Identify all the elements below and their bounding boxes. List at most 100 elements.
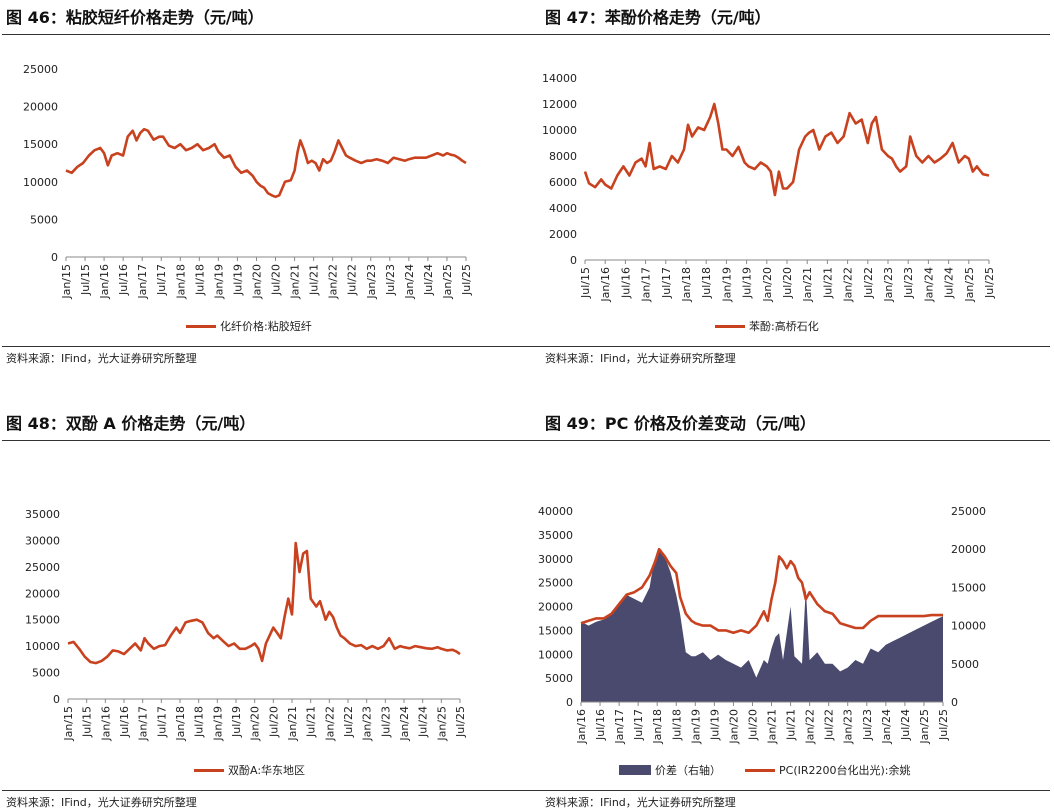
legend-label: 苯酚:高桥石化 bbox=[749, 320, 819, 333]
x-tick-label: Jul/24 bbox=[417, 706, 430, 738]
series-area-spread bbox=[581, 549, 943, 702]
x-tick-label: Jul/24 bbox=[422, 264, 435, 296]
y-tick-label: 25000 bbox=[25, 561, 60, 574]
y-tick-label: 2000 bbox=[549, 228, 577, 241]
x-tick-label: Jan/23 bbox=[882, 267, 895, 303]
x-tick-label: Jan/21 bbox=[289, 264, 302, 300]
x-tick-label: Jul/21 bbox=[785, 709, 798, 741]
x-tick-label: Jul/21 bbox=[821, 267, 834, 299]
y-tick-label: 10000 bbox=[25, 640, 60, 653]
legend-label: 双酚A:华东地区 bbox=[228, 764, 306, 777]
y-tick-label: 35000 bbox=[538, 529, 573, 542]
x-tick-label: Jan/17 bbox=[136, 264, 149, 300]
x-tick-label: Jul/17 bbox=[632, 709, 645, 741]
x-tick-label: Jul/22 bbox=[823, 709, 836, 741]
x-tick-label: Jan/23 bbox=[361, 706, 374, 742]
x-tick-label: Jan/25 bbox=[435, 706, 448, 742]
x-tick-label: Jul/19 bbox=[708, 709, 721, 741]
y-tick-label: 5000 bbox=[32, 667, 60, 680]
y-tick-label: 40000 bbox=[538, 505, 573, 518]
x-tick-label: Jul/18 bbox=[670, 709, 683, 741]
title-divider bbox=[2, 440, 527, 441]
title-divider bbox=[527, 34, 1050, 35]
y-tick-label: 0 bbox=[570, 254, 577, 267]
x-tick-label: Jan/25 bbox=[918, 709, 931, 745]
source-note: 资料来源：IFind，光大证券研究所整理 bbox=[6, 796, 197, 809]
x-tick-label: Jan/17 bbox=[137, 706, 150, 742]
x-tick-label: Jan/21 bbox=[766, 709, 779, 745]
x-tick-label: Jan/23 bbox=[365, 264, 378, 300]
y-right-tick-label: 25000 bbox=[951, 505, 986, 518]
x-tick-label: Jan/22 bbox=[323, 706, 336, 742]
x-tick-label: Jul/22 bbox=[346, 264, 359, 296]
x-tick-label: Jan/24 bbox=[403, 264, 416, 300]
y-tick-label: 25000 bbox=[23, 63, 58, 76]
legend-label: PC(IR2200台化出光):余姚 bbox=[779, 764, 911, 777]
legend-item: 化纤价格:粘胶短纤 bbox=[186, 318, 312, 334]
legend-line-swatch bbox=[715, 324, 745, 328]
y-tick-label: 10000 bbox=[542, 124, 577, 137]
legend-item-spread: 价差（右轴） bbox=[619, 762, 721, 778]
series-line bbox=[67, 541, 461, 665]
y-tick-label: 5000 bbox=[30, 213, 58, 226]
x-tick-label: Jan/22 bbox=[327, 264, 340, 300]
y-tick-label: 30000 bbox=[538, 553, 573, 566]
x-tick-label: Jan/19 bbox=[212, 264, 225, 300]
y-tick-label: 10000 bbox=[23, 176, 58, 189]
x-tick-label: Jan/24 bbox=[398, 706, 411, 742]
source-divider bbox=[2, 790, 527, 791]
source-note: 资料来源：IFind，光大证券研究所整理 bbox=[6, 352, 197, 365]
x-tick-label: Jul/18 bbox=[193, 706, 206, 738]
title-divider bbox=[527, 440, 1050, 441]
legend-label: 价差（右轴） bbox=[655, 764, 721, 777]
x-tick-label: Jul/16 bbox=[118, 706, 131, 738]
y-right-tick-label: 5000 bbox=[951, 658, 979, 671]
y-tick-label: 30000 bbox=[25, 534, 60, 547]
x-tick-label: Jan/17 bbox=[640, 267, 653, 303]
x-tick-label: Jul/17 bbox=[155, 264, 168, 296]
legend-item: 双酚A:华东地区 bbox=[194, 762, 305, 778]
x-tick-label: Jan/15 bbox=[60, 264, 73, 300]
x-tick-label: Jul/20 bbox=[781, 267, 794, 299]
phenol-price-chart: 0 2000 4000 6000 8000 10000 12000 14000 Jul/15 Ja… bbox=[542, 72, 996, 303]
y-tick-label: 14000 bbox=[542, 72, 577, 85]
x-tick-label: Jul/24 bbox=[899, 709, 912, 741]
y-right-tick-label: 0 bbox=[951, 696, 958, 709]
x-tick-label: Jan/20 bbox=[249, 706, 262, 742]
x-tick-label: Jul/15 bbox=[81, 706, 94, 738]
y-right-tick-label: 10000 bbox=[951, 620, 986, 633]
series-line bbox=[65, 127, 467, 199]
x-tick-label: Jan/16 bbox=[99, 706, 112, 742]
legend-line-swatch bbox=[194, 768, 224, 772]
series-line bbox=[580, 547, 943, 635]
x-tick-label: Jan/18 bbox=[174, 706, 187, 742]
x-tick-label: Jul/25 bbox=[460, 264, 473, 296]
x-tick-label: Jan/23 bbox=[842, 709, 855, 745]
y-tick-label: 4000 bbox=[549, 202, 577, 215]
y-tick-label: 0 bbox=[566, 696, 573, 709]
x-tick-label: Jul/19 bbox=[230, 706, 243, 738]
source-note: 资料来源：IFind，光大证券研究所整理 bbox=[545, 796, 736, 809]
x-tick-label: Jan/25 bbox=[963, 267, 976, 303]
y-tick-label: 12000 bbox=[542, 98, 577, 111]
chart-panel-pc: 图 49：PC 价格及价差变动（元/吨） 0 5000 10000 15000 2000… bbox=[527, 406, 1054, 812]
legend-item: 苯酚:高桥石化 bbox=[715, 318, 819, 334]
x-tick-label: Jan/18 bbox=[174, 264, 187, 300]
x-tick-label: Jan/19 bbox=[689, 709, 702, 745]
chart-panel-bpa: 图 48：双酚 A 价格走势（元/吨） 0 5000 10000 15000 20000… bbox=[0, 406, 527, 812]
source-note: 资料来源：IFind，光大证券研究所整理 bbox=[545, 352, 736, 365]
x-tick-label: Jan/16 bbox=[599, 267, 612, 303]
x-tick-label: Jul/25 bbox=[983, 267, 996, 299]
viscose-price-chart: 0 5000 10000 15000 20000 25000 Jan/15 Jul/15 Jan… bbox=[23, 63, 473, 300]
x-tick-label: Jan/20 bbox=[761, 267, 774, 303]
x-tick-label: Jul/18 bbox=[700, 267, 713, 299]
x-tick-label: Jul/15 bbox=[79, 264, 92, 296]
chart-title: 图 48：双酚 A 价格走势（元/吨） bbox=[6, 414, 256, 433]
x-tick-label: Jul/23 bbox=[902, 267, 915, 299]
x-tick-label: Jan/25 bbox=[441, 264, 454, 300]
x-tick-label: Jan/19 bbox=[211, 706, 224, 742]
x-tick-label: Jul/23 bbox=[379, 706, 392, 738]
x-tick-label: Jul/19 bbox=[231, 264, 244, 296]
y-tick-label: 15000 bbox=[23, 138, 58, 151]
legend-line-swatch bbox=[745, 768, 775, 772]
